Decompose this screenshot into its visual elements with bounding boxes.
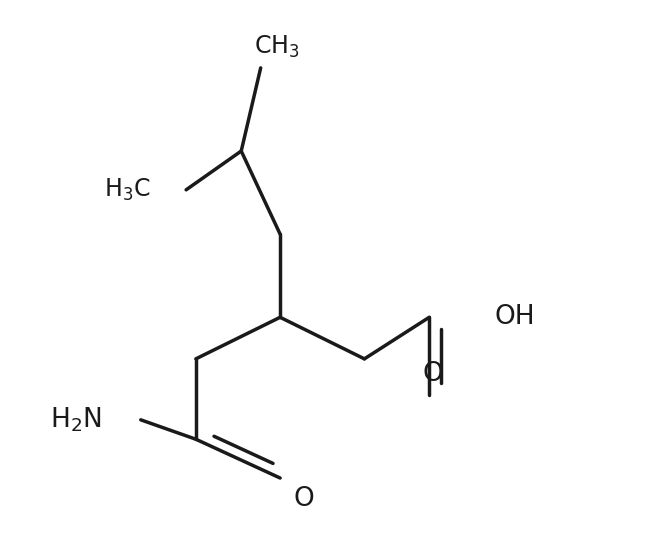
Text: O: O bbox=[293, 486, 314, 512]
Text: OH: OH bbox=[494, 304, 534, 330]
Text: O: O bbox=[422, 360, 443, 387]
Text: H$_2$N: H$_2$N bbox=[50, 405, 102, 434]
Text: CH$_3$: CH$_3$ bbox=[254, 33, 299, 60]
Text: H$_3$C: H$_3$C bbox=[104, 177, 150, 203]
